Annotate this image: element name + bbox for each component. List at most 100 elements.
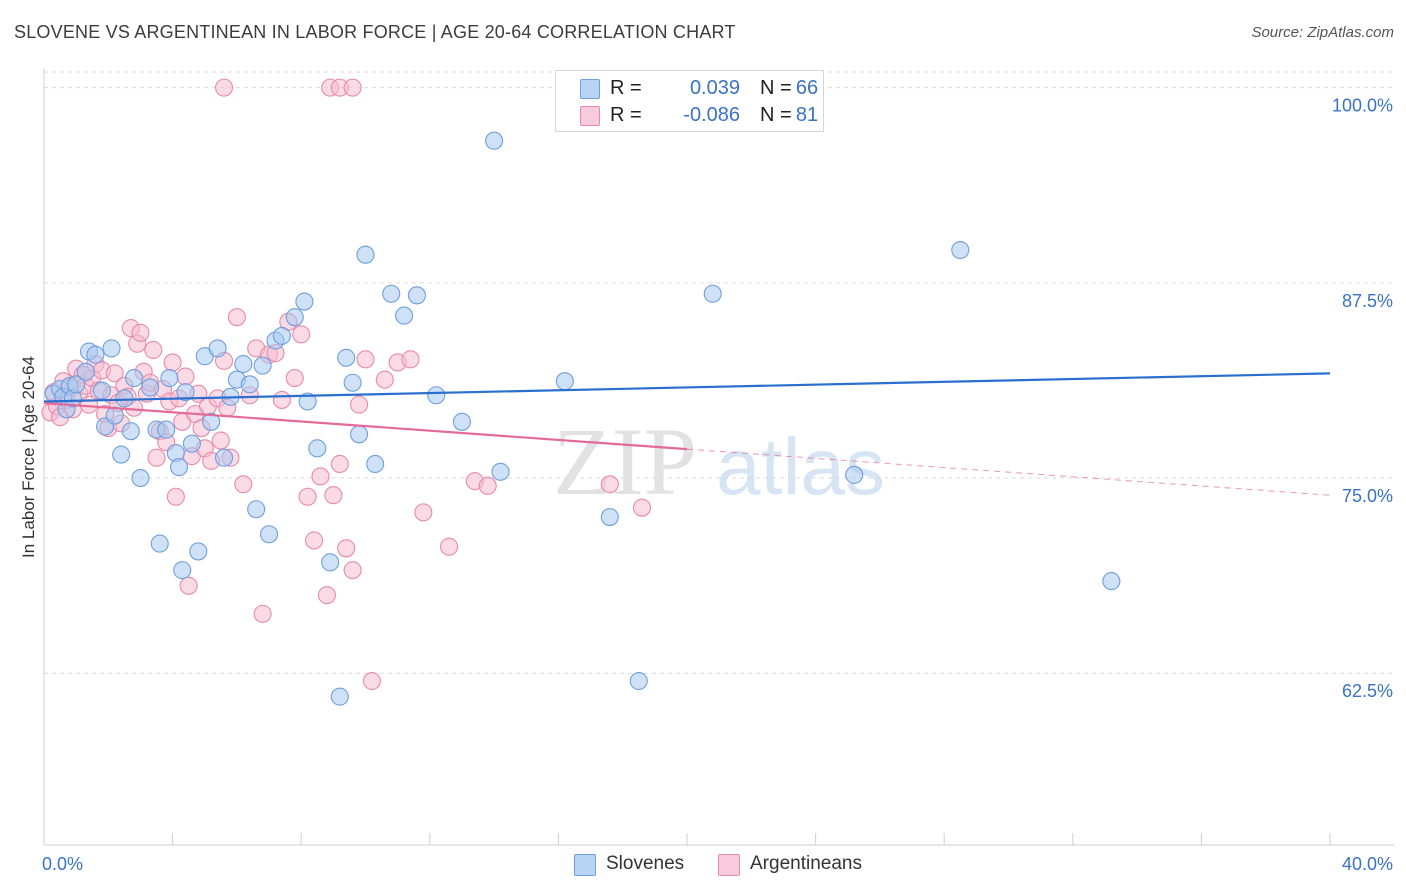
argentinean-point [211,431,230,450]
slovene-point [452,412,472,431]
slovene-point [491,462,510,481]
argentinean-point [285,369,304,388]
slovene-point [321,553,340,572]
x-tick-label-min: 0.0% [42,854,83,874]
slovene-point [285,308,304,327]
slovene-point [330,687,349,706]
slovene-point [356,245,375,264]
argentinean-point [362,671,381,691]
slovenes-points [44,78,1121,706]
slovene-point [337,348,356,367]
slovene-point [343,373,362,392]
y-tick-label: 87.5% [1342,291,1393,311]
argentinean-point [356,350,375,369]
slovene-point [382,284,401,303]
argentinean-point [343,561,362,580]
slovene-point [86,345,105,364]
argentinean-point [234,475,253,494]
slovene-point [124,369,144,388]
slovene-point [272,326,291,345]
slovenes-swatch [580,79,600,99]
slovene-point [121,422,140,441]
r-value-argentineans: -0.086 [683,104,740,126]
slovene-point [141,378,160,397]
argentinean-point [324,486,343,505]
argentinean-point [305,531,324,550]
r-label: R = [610,77,642,99]
n-label: N = [760,104,792,126]
slovene-point [629,671,648,691]
slovene-point [951,240,970,260]
slovene-point [182,434,201,453]
slovene-point [1102,572,1121,591]
argentinean-point [375,370,394,389]
argentinean-point [298,487,317,506]
argentinean-point [179,576,198,595]
r-label: R = [610,104,642,126]
slovene-point [703,284,722,303]
argentinean-point [414,503,433,522]
slovene-point [247,500,266,519]
argentineans-trend-line [43,401,688,451]
argentinean-point [253,604,272,623]
slovene-point [395,306,414,325]
argentinean-point [147,448,166,467]
argentinean-point [176,367,195,386]
slovenes-legend-swatch [574,854,596,876]
slovene-point [555,372,574,391]
slovene-point [202,412,221,431]
r-value-slovenes: 0.039 [689,77,740,99]
slovene-point [234,354,253,374]
slovene-point [240,375,259,394]
argentinean-point [131,323,150,342]
argentinean-point [330,454,349,474]
y-tick-label: 62.5% [1342,681,1393,701]
argentinean-point [337,539,356,558]
slovene-point [112,445,131,464]
slovene-point [157,420,176,439]
slovenes-trend-line [43,372,1331,403]
slovene-point [298,392,317,411]
slovene-point [308,439,327,458]
argentinean-point [350,395,369,414]
argentineans-swatch [580,106,600,126]
watermark-atlas: atlas [716,422,885,511]
argentinean-point [144,340,163,360]
slovene-point [189,542,208,561]
argentinean-point [292,325,311,344]
slovene-point [208,339,227,358]
slovene-point [427,386,446,405]
slovene-point [92,381,111,400]
argentinean-point [105,364,124,383]
slovene-point [350,425,369,444]
y-axis-title: In Labor Force | Age 20-64 [19,356,38,558]
slovene-point [259,525,279,544]
argentinean-point [214,78,234,97]
slovene-point [150,534,169,553]
slovene-point [160,369,179,388]
slovene-point [600,508,619,527]
argentineans-legend-swatch [718,854,740,876]
argentinean-point [272,390,291,409]
slovene-point [253,356,272,375]
slovene-point [407,286,426,305]
slovene-point [76,362,95,381]
argentinean-point [163,353,182,372]
slovene-point [176,383,195,402]
chart-title: SLOVENE VS ARGENTINEAN IN LABOR FORCE | … [14,22,736,42]
slovene-point [173,561,192,580]
slovene-point [67,375,86,394]
argentinean-point [317,586,336,605]
slovene-point [845,465,864,484]
argentinean-point [440,537,459,556]
y-tick-label: 75.0% [1342,486,1393,506]
slovene-point [366,454,385,474]
slovene-point [131,468,150,488]
watermark-zip: ZIP [553,408,697,515]
argentineans-trend-line-extrapolated [686,448,1331,496]
n-label: N = [760,77,792,99]
argentinean-point [311,467,330,486]
argentinean-point [343,78,362,97]
source-label: Source: ZipAtlas.com [1251,24,1394,41]
